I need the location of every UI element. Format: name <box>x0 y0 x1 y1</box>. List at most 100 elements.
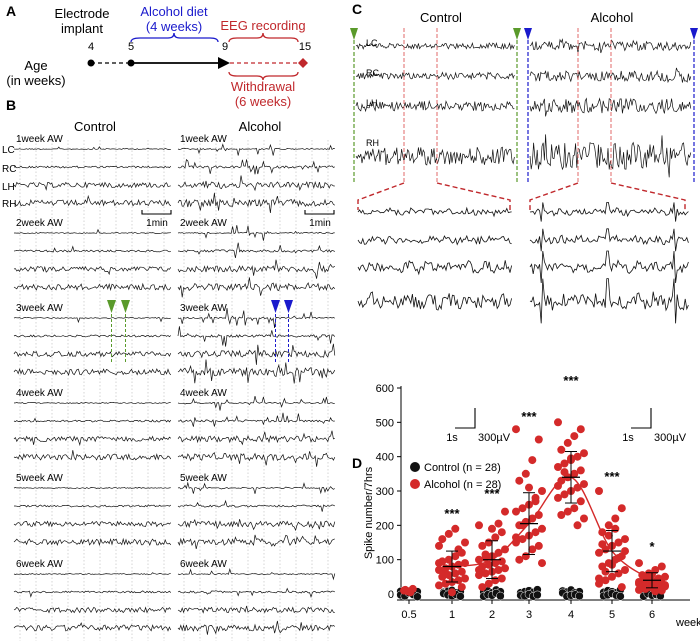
d-alcohol-point <box>573 521 582 530</box>
c-control-scale-amp: 300µV <box>478 432 511 444</box>
d-alcohol-point <box>478 541 487 550</box>
b-alcohol-scale-bar <box>304 210 335 215</box>
panel-b-label: B <box>6 97 16 113</box>
d-alcohol-point <box>557 511 566 519</box>
diet-brace <box>130 32 219 43</box>
b-control-marker-1 <box>107 300 116 313</box>
d-significance-label: *** <box>444 506 460 521</box>
b-channel-rh: RH <box>2 199 16 210</box>
b-control-week-5-label: 5week AW <box>16 473 63 484</box>
d-alcohol-point <box>475 555 483 564</box>
c-alcohol-scale-bar <box>631 408 652 429</box>
d-control-point <box>616 592 625 601</box>
b-alcohol-week-1-ch-4-trace <box>177 192 335 213</box>
d-alcohol-point <box>617 583 626 592</box>
eeg-recording-label: EEG recording <box>220 18 305 33</box>
c-control-scale-bar <box>455 408 476 429</box>
b-control-week-5-ch-3-trace <box>13 520 172 528</box>
b-alcohol-week-6-ch-2-trace <box>177 587 335 599</box>
b-control-marker-2 <box>121 300 130 313</box>
d-alcohol-point <box>580 480 588 489</box>
electrode-implant-line-2: implant <box>61 21 103 36</box>
withdrawal-label: Withdrawal (6 weeks) <box>231 79 295 109</box>
c-control-zoom-connector-right <box>436 182 511 210</box>
d-ylabel: Spike number/7hrs <box>363 466 375 559</box>
b-alcohol-week-3-ch-2-trace <box>177 326 336 347</box>
b-control-week-2-ch-3-trace <box>13 265 172 276</box>
c-channel-lc: LC <box>366 38 378 48</box>
d-alcohol-point <box>501 564 509 573</box>
c-alcohol-ch-4-trace <box>529 134 692 178</box>
c-alcohol-scale-amp: 300µV <box>654 432 687 444</box>
c-control-left-marker <box>350 28 358 40</box>
b-alcohol-week-2-ch-1-trace <box>177 225 335 241</box>
d-alcohol-point <box>454 545 463 554</box>
d-alcohol-point <box>573 452 582 461</box>
d-alcohol-point <box>598 540 607 549</box>
d-significance-label: *** <box>604 469 620 484</box>
panel-c-label: C <box>352 1 362 17</box>
d-alcohol-point <box>528 545 537 554</box>
tick-age-15: 15 <box>299 41 311 53</box>
d-alcohol-point <box>435 541 443 550</box>
d-alcohol-point <box>573 483 582 492</box>
panel-b-traces <box>13 143 336 635</box>
b-alcohol-marker-1 <box>271 300 280 313</box>
c-alcohol-ch-3-trace <box>529 97 692 117</box>
d-alcohol-point <box>488 524 496 533</box>
c-control-zoom-ch-3-trace <box>357 259 512 276</box>
c-alcohol-zoom-ch-4-trace <box>529 278 689 324</box>
b-control-week-6-ch-3-trace <box>13 606 172 614</box>
b-alcohol-week-6-ch-1-trace <box>177 567 336 581</box>
d-alcohol-point <box>557 445 566 454</box>
d-alcohol-point <box>457 583 466 592</box>
age-5-marker <box>127 59 135 67</box>
b-alcohol-week-2-ch-3-trace <box>177 259 336 279</box>
panel-b-alcohol-title: Alcohol <box>239 119 282 134</box>
tick-age-4: 4 <box>88 41 94 53</box>
d-alcohol-point <box>595 487 603 495</box>
panel-a-label: A <box>6 3 16 19</box>
d-legend-alcohol-label: Alcohol (n = 28) <box>424 479 501 491</box>
d-legend-alcohol-marker <box>410 479 420 489</box>
d-alcohol-point <box>538 487 546 495</box>
d-alcohol-point <box>518 521 527 530</box>
d-alcohol-point <box>661 581 669 590</box>
d-alcohol-point <box>481 569 490 578</box>
d-alcohol-point <box>621 566 629 574</box>
c-control-ch-1-trace <box>355 41 515 51</box>
b-control-week-5-ch-2-trace <box>14 504 172 508</box>
d-alcohol-point <box>512 425 520 434</box>
d-alcohol-point <box>494 566 503 574</box>
d-alcohol-point <box>538 559 546 568</box>
d-alcohol-point <box>531 497 540 506</box>
b-alcohol-week-6-label: 6week AW <box>180 559 227 570</box>
panel-b-control-title: Control <box>74 119 116 134</box>
b-control-week-6-ch-4-trace <box>13 622 172 632</box>
b-alcohol-week-1-label: 1week AW <box>180 134 227 145</box>
age-15-marker <box>298 58 308 68</box>
d-alcohol-point <box>461 574 469 583</box>
d-alcohol-point <box>614 538 623 547</box>
b-control-week-3-ch-1-trace <box>13 317 171 324</box>
d-alcohol-point <box>601 567 610 576</box>
alcohol-diet-line-2: (4 weeks) <box>146 19 202 34</box>
d-alcohol-point <box>534 541 543 550</box>
b-control-week-3-ch-3-trace <box>13 350 172 358</box>
c-alcohol-ch-1-trace <box>529 38 692 54</box>
d-alcohol-point <box>444 555 453 564</box>
d-alcohol-point <box>451 552 460 561</box>
d-y-tick-label: 100 <box>376 555 394 567</box>
d-data-points <box>396 418 669 601</box>
d-alcohol-point <box>563 507 572 516</box>
d-legend-control-label: Control (n = 28) <box>424 462 501 474</box>
d-alcohol-point <box>401 585 410 594</box>
b-control-week-6-ch-1-trace <box>13 572 171 575</box>
d-alcohol-point <box>438 535 447 544</box>
withdrawal-line-1: Withdrawal <box>231 79 295 94</box>
d-alcohol-point <box>554 481 562 490</box>
d-alcohol-point <box>481 550 490 559</box>
d-alcohol-point <box>484 560 493 569</box>
d-alcohol-point <box>525 483 533 492</box>
